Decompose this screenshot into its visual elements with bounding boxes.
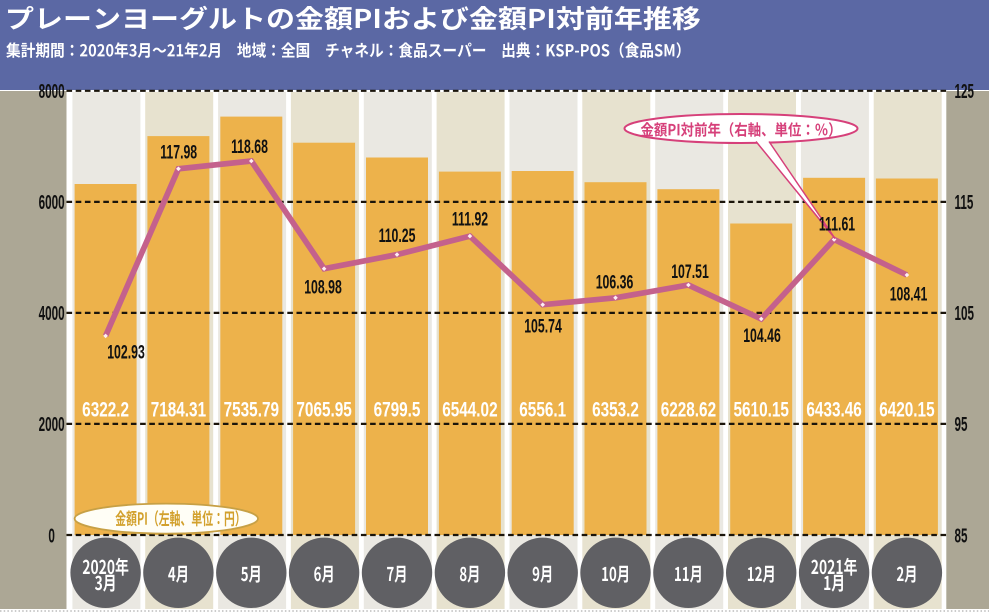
- svg-text:111.61: 111.61: [819, 214, 855, 236]
- svg-text:2000: 2000: [39, 413, 65, 436]
- svg-text:6799.5: 6799.5: [374, 397, 421, 421]
- svg-text:105.74: 105.74: [524, 316, 562, 338]
- svg-text:7184.31: 7184.31: [151, 397, 206, 421]
- svg-text:7535.79: 7535.79: [224, 397, 279, 421]
- svg-text:104.46: 104.46: [743, 325, 781, 347]
- svg-text:108.98: 108.98: [304, 277, 342, 299]
- svg-text:110.25: 110.25: [379, 225, 416, 247]
- svg-text:117.98: 117.98: [160, 142, 197, 164]
- svg-text:85: 85: [955, 524, 968, 547]
- svg-text:6544.02: 6544.02: [442, 397, 497, 421]
- svg-text:115: 115: [955, 191, 974, 214]
- svg-text:5610.15: 5610.15: [734, 397, 789, 421]
- svg-text:111.92: 111.92: [452, 209, 488, 231]
- svg-text:125: 125: [955, 80, 974, 103]
- svg-text:6353.2: 6353.2: [592, 397, 639, 421]
- svg-text:105: 105: [955, 302, 974, 325]
- svg-text:8000: 8000: [39, 80, 65, 103]
- svg-text:6420.15: 6420.15: [879, 397, 934, 421]
- svg-text:6228.62: 6228.62: [661, 397, 716, 421]
- svg-text:6000: 6000: [39, 191, 65, 214]
- svg-text:118.68: 118.68: [231, 136, 268, 158]
- svg-text:95: 95: [955, 413, 968, 436]
- svg-text:107.51: 107.51: [671, 261, 709, 283]
- svg-text:6556.1: 6556.1: [519, 397, 566, 421]
- svg-text:4000: 4000: [39, 302, 65, 325]
- svg-text:102.93: 102.93: [107, 342, 145, 364]
- svg-text:108.41: 108.41: [890, 284, 928, 306]
- svg-text:6433.46: 6433.46: [806, 397, 861, 421]
- svg-text:6322.2: 6322.2: [82, 397, 129, 421]
- svg-text:0: 0: [48, 524, 54, 547]
- svg-text:106.36: 106.36: [596, 272, 634, 294]
- svg-text:7065.95: 7065.95: [296, 397, 351, 421]
